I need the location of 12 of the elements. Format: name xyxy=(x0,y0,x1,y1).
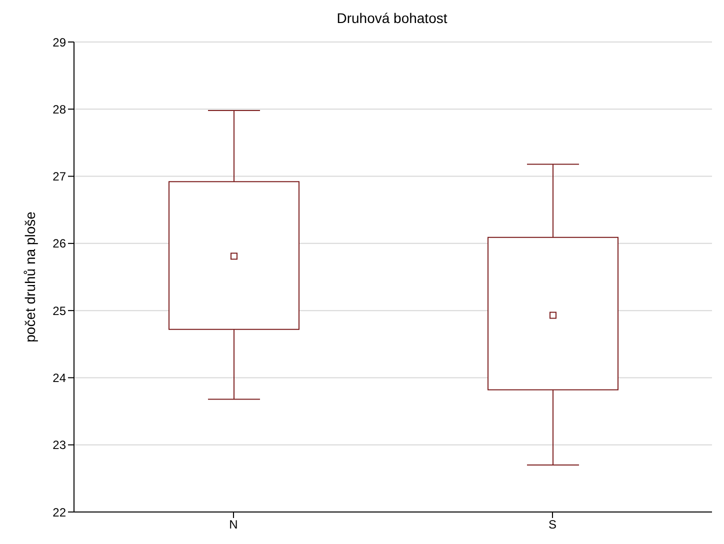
x-tick-label: S xyxy=(548,518,557,532)
y-axis-title: počet druhů na ploše xyxy=(22,211,38,342)
y-tick-label: 27 xyxy=(52,170,66,184)
y-tick-label: 29 xyxy=(52,35,66,50)
y-tick-label: 24 xyxy=(52,370,66,385)
y-tick-label: 28 xyxy=(52,102,66,116)
y-tick-label: 25 xyxy=(52,304,66,318)
y-tick-label: 26 xyxy=(52,236,66,251)
y-tick-label: 22 xyxy=(52,505,66,520)
chart-title: Druhová bohatost xyxy=(336,9,448,28)
y-tick-label: 23 xyxy=(52,438,66,452)
x-tick-label: N xyxy=(229,518,238,532)
